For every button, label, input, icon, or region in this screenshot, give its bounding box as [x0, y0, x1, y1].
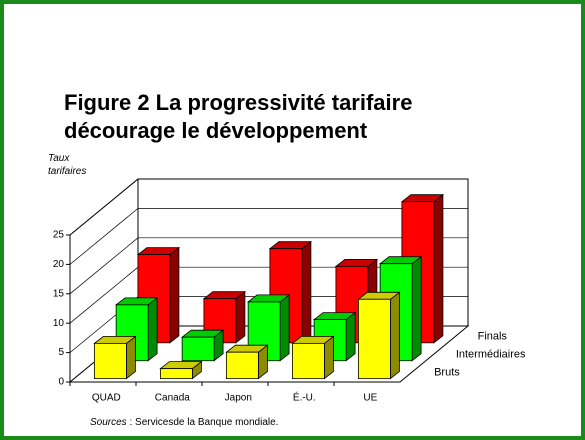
bar-side: [301, 240, 312, 344]
x-tick-label: Canada: [155, 393, 190, 404]
bar-side: [147, 297, 158, 362]
x-tick-label: UE: [363, 393, 377, 404]
source-text: : Servicesde la Banque mondiale.: [129, 417, 279, 428]
grid-line: [69, 266, 139, 324]
bar: [291, 342, 325, 380]
legend-label: Finals: [478, 331, 508, 343]
y-tick-label: 20: [53, 259, 65, 270]
chart-subtitle: décourage le développement: [64, 118, 368, 143]
bar-side: [235, 290, 246, 344]
y-tick-label: 10: [53, 318, 65, 329]
y-tick-label: 25: [53, 230, 65, 241]
x-tick-label: QUAD: [92, 393, 121, 404]
x-tick-label: Japon: [225, 393, 252, 404]
chart-title: Figure 2 La progressivité tarifaire: [64, 90, 413, 115]
bar-side: [411, 255, 422, 362]
y-tick-label: 5: [58, 347, 64, 358]
bar-side: [169, 246, 180, 344]
source: Sources : Servicesde la Banque mondiale.: [90, 417, 278, 428]
legend-label: Bruts: [434, 367, 460, 379]
grid-line: [69, 237, 139, 295]
y-axis-label: Taux tarifaires: [48, 153, 87, 177]
bar: [357, 298, 391, 380]
grid-line: [69, 178, 139, 236]
bar: [93, 342, 127, 380]
source-label: Sources: [90, 417, 127, 428]
bar-side: [433, 193, 444, 344]
y-tick-label: 15: [53, 288, 65, 299]
bar: [181, 336, 215, 362]
y-tick-label: 0: [58, 377, 64, 388]
chart: 0 5 10 15 20 25 QUAD Canada Japon É.-U. UE Bruts Int…: [53, 178, 526, 404]
bar: [225, 351, 259, 380]
bar: [159, 368, 193, 380]
bar-side: [389, 291, 400, 380]
x-tick-label: É.-U.: [293, 391, 316, 404]
grid-line: [69, 208, 139, 265]
bar-side: [279, 294, 290, 362]
legend-label: Intermédiaires: [456, 349, 526, 361]
bar-side: [345, 311, 356, 362]
